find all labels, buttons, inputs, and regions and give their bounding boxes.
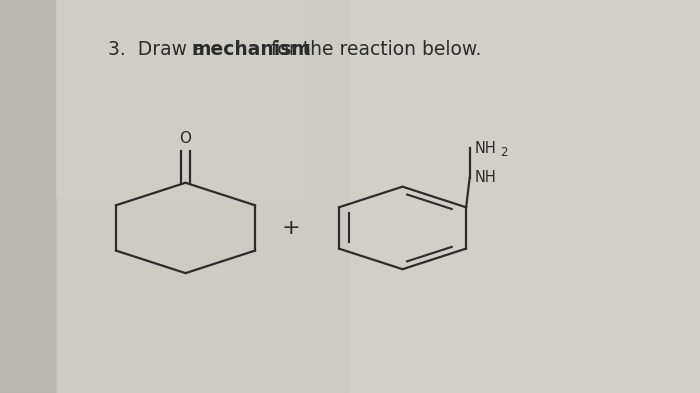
Text: mechanism: mechanism <box>191 40 311 59</box>
Text: 3.  Draw a: 3. Draw a <box>108 40 211 59</box>
Text: NH: NH <box>475 141 496 156</box>
Text: O: O <box>179 131 192 146</box>
Text: +: + <box>281 218 300 238</box>
Text: for the reaction below.: for the reaction below. <box>265 40 481 59</box>
Text: 2: 2 <box>500 146 507 159</box>
Text: NH: NH <box>475 170 496 185</box>
